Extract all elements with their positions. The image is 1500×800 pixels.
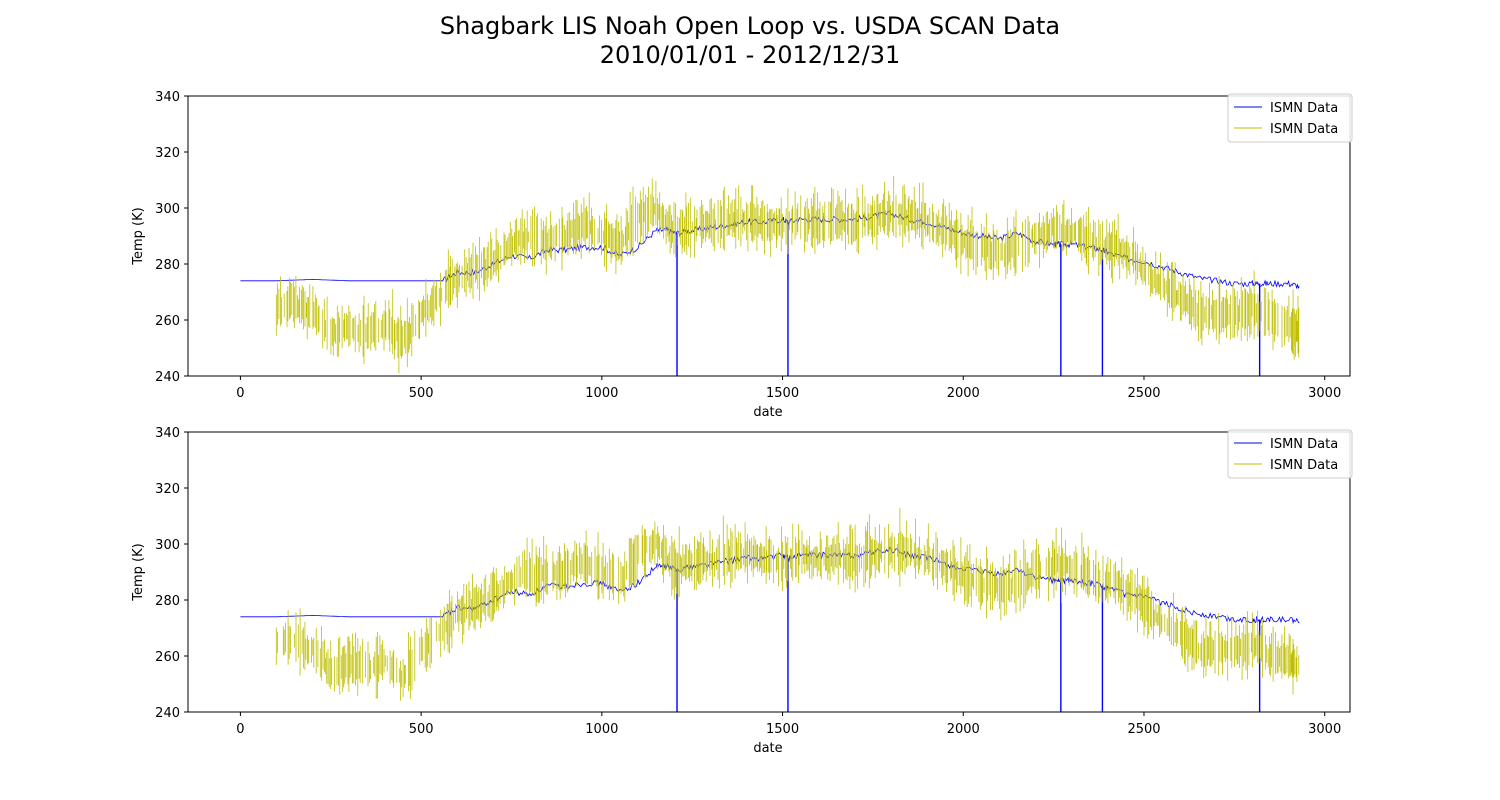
y-axis-label: Temp (K) [131,543,146,601]
legend-label-1: ISMN Data [1270,437,1338,452]
y-tick-label: 300 [155,538,180,553]
y-tick-label: 320 [155,482,180,497]
series-2 [275,175,1300,374]
x-tick-label: 2000 [947,722,980,737]
y-tick-label: 320 [155,146,180,161]
axes-frame [187,95,1351,377]
y-axis-label: Temp (K) [131,207,146,265]
subplot-2: 0 500 1000 1500 2000 2500 3000 240 260 280 300 320 3… [131,426,1353,756]
legend: ISMN Data ISMN Data [1227,429,1353,479]
x-tick-label: 3000 [1308,722,1341,737]
x-tick-label: 3000 [1308,386,1341,401]
y-tick-label: 280 [155,258,180,273]
x-axis-label: date [753,405,782,420]
y-tick-label: 240 [155,706,180,721]
x-tick-label: 1500 [766,722,799,737]
series-spikes [275,507,1300,701]
x-tick-label: 500 [409,386,434,401]
figure-title: Shagbark LIS Noah Open Loop vs. USDA SCA… [439,12,1061,40]
x-tick-label: 2000 [947,386,980,401]
y-tick-label: 340 [155,90,180,105]
x-tick-label: 1000 [585,386,618,401]
legend-box [1227,93,1353,143]
y-tick-label: 240 [155,370,180,385]
series-spikes [275,175,1300,374]
x-tick-label: 0 [236,386,244,401]
series-line [240,210,1300,289]
x-axis-label: date [753,741,782,756]
y-tick-label: 340 [155,426,180,441]
x-tick-label: 2500 [1127,386,1160,401]
legend-label-1: ISMN Data [1270,101,1338,116]
series-2 [275,507,1300,701]
x-tick-label: 0 [236,722,244,737]
x-tick-label: 500 [409,722,434,737]
y-tick-label: 260 [155,314,180,329]
axes-frame [187,431,1351,713]
legend: ISMN Data ISMN Data [1227,93,1353,143]
y-tick-label: 300 [155,202,180,217]
x-tick-label: 1000 [585,722,618,737]
legend-box [1227,429,1353,479]
subplot-1: 0 500 1000 1500 2000 2500 3000 240 260 280 300 320 3… [131,90,1353,420]
y-tick-label: 280 [155,594,180,609]
legend-label-2: ISMN Data [1270,122,1338,137]
figure-subtitle: 2010/01/01 - 2012/12/31 [599,41,901,69]
x-tick-label: 1500 [766,386,799,401]
x-tick-label: 2500 [1127,722,1160,737]
legend-label-2: ISMN Data [1270,458,1338,473]
y-tick-label: 260 [155,650,180,665]
series-1 [240,210,1300,376]
